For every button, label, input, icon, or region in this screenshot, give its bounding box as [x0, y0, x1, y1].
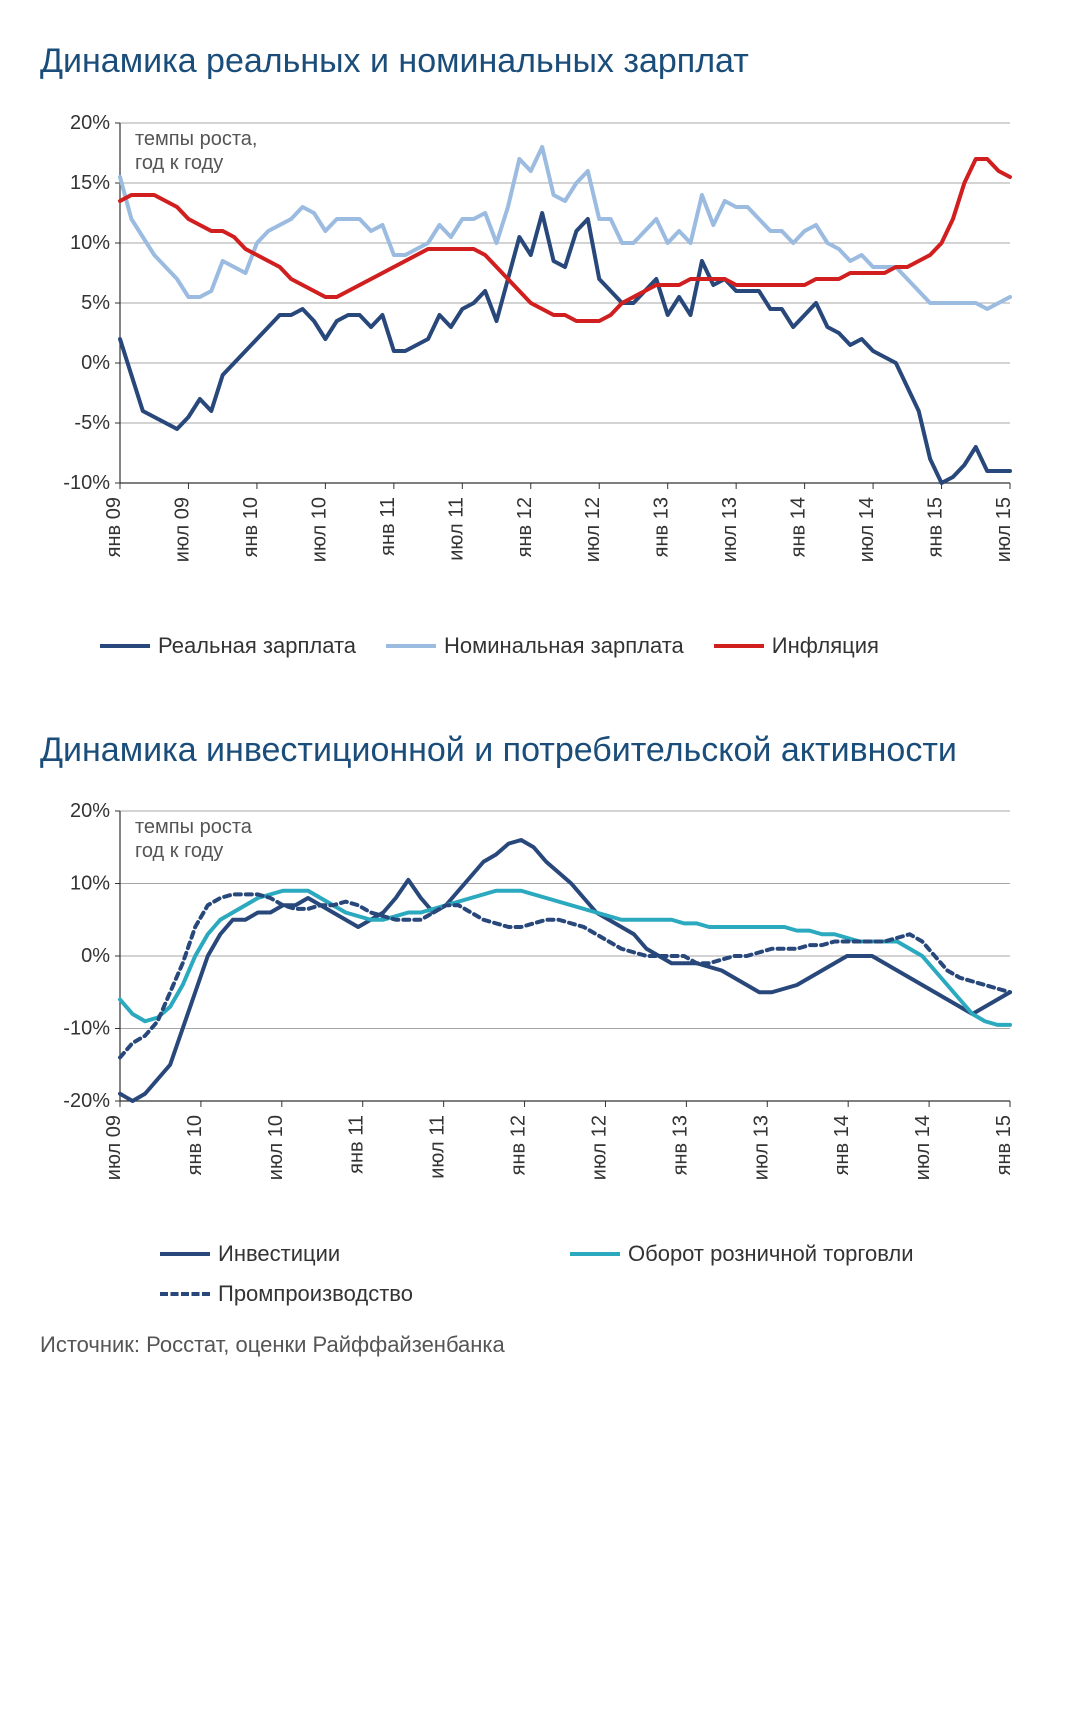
- source-label: Источник: Росстат, оценки Райффайзенбанк…: [40, 1332, 1034, 1358]
- chart2-legend: Инвестиции Оборот розничной торговли Про…: [40, 1241, 1034, 1307]
- svg-text:год к году: год к году: [135, 840, 223, 862]
- chart1-legend: Реальная зарплата Номинальная зарплата И…: [40, 633, 1034, 659]
- svg-text:20%: 20%: [70, 800, 110, 822]
- legend-label: Номинальная зарплата: [444, 633, 684, 659]
- svg-text:20%: 20%: [70, 112, 110, 134]
- legend-item-inflation: Инфляция: [714, 633, 879, 659]
- svg-text:10%: 10%: [70, 232, 110, 254]
- svg-text:0%: 0%: [81, 352, 110, 374]
- svg-text:янв 10: янв 10: [240, 497, 262, 557]
- legend-label: Оборот розничной торговли: [628, 1241, 914, 1267]
- legend-label: Реальная зарплата: [158, 633, 356, 659]
- svg-text:июл 10: июл 10: [308, 497, 330, 562]
- svg-text:янв 13: янв 13: [669, 1115, 691, 1175]
- svg-text:0%: 0%: [81, 945, 110, 967]
- svg-text:янв 13: янв 13: [651, 497, 673, 557]
- svg-text:-5%: -5%: [74, 412, 110, 434]
- svg-text:июл 11: июл 11: [427, 1115, 449, 1179]
- svg-text:янв 15: янв 15: [925, 497, 947, 557]
- svg-text:15%: 15%: [70, 172, 110, 194]
- svg-text:янв 11: янв 11: [346, 1115, 368, 1174]
- svg-text:июл 14: июл 14: [912, 1115, 934, 1180]
- svg-text:июл 14: июл 14: [856, 497, 878, 562]
- svg-text:-10%: -10%: [63, 472, 110, 494]
- legend-item-investments: Инвестиции: [160, 1241, 540, 1267]
- svg-text:июл 15: июл 15: [993, 497, 1015, 562]
- legend-label: Инвестиции: [218, 1241, 340, 1267]
- svg-text:июл 13: июл 13: [719, 497, 741, 562]
- svg-text:10%: 10%: [70, 873, 110, 895]
- svg-text:-20%: -20%: [63, 1090, 110, 1112]
- legend-item-real-wage: Реальная зарплата: [100, 633, 356, 659]
- svg-text:янв 15: янв 15: [993, 1115, 1015, 1175]
- chart2: -20% -10% 0% 10% 20% июл 09 янв 10 июл 10 янв 11…: [40, 791, 1034, 1231]
- legend-item-retail: Оборот розничной торговли: [570, 1241, 914, 1267]
- legend-label: Инфляция: [772, 633, 879, 659]
- svg-text:янв 12: янв 12: [508, 1115, 530, 1175]
- svg-text:янв 11: янв 11: [377, 497, 399, 556]
- legend-item-nominal-wage: Номинальная зарплата: [386, 633, 684, 659]
- svg-text:июл 13: июл 13: [750, 1115, 772, 1180]
- svg-text:год к году: год к году: [135, 152, 223, 174]
- svg-text:темпы роста,: темпы роста,: [135, 128, 257, 150]
- svg-text:янв 10: янв 10: [184, 1115, 206, 1175]
- svg-text:июл 09: июл 09: [171, 497, 193, 562]
- chart2-title: Динамика инвестиционной и потребительско…: [40, 729, 1034, 772]
- svg-text:июл 11: июл 11: [445, 497, 467, 561]
- chart1: -10% -5% 0% 5% 10% 15% 20% янв 09 июл 09 янв 10 ию…: [40, 103, 1034, 623]
- svg-text:июл 09: июл 09: [103, 1115, 125, 1180]
- svg-text:темпы роста: темпы роста: [135, 816, 253, 838]
- chart1-title: Динамика реальных и номинальных зарплат: [40, 40, 1034, 83]
- svg-text:янв 12: янв 12: [514, 497, 536, 557]
- svg-text:янв 09: янв 09: [103, 497, 125, 557]
- legend-label: Промпроизводство: [218, 1281, 413, 1307]
- svg-text:янв 14: янв 14: [831, 1115, 853, 1175]
- svg-text:5%: 5%: [81, 292, 110, 314]
- svg-text:янв 14: янв 14: [788, 497, 810, 557]
- svg-text:июл 12: июл 12: [588, 1115, 610, 1180]
- svg-text:июл 12: июл 12: [582, 497, 604, 562]
- svg-text:июл 10: июл 10: [265, 1115, 287, 1180]
- legend-item-industrial: Промпроизводство: [160, 1281, 540, 1307]
- svg-text:-10%: -10%: [63, 1018, 110, 1040]
